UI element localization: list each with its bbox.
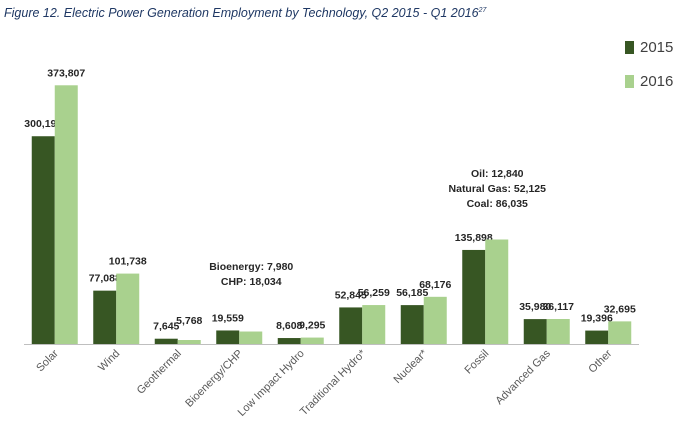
bar-2015-geothermal [154, 338, 178, 344]
category-label-bioenergy-chp: Bioenergy/CHP [183, 348, 245, 410]
category-label-nuclear: Nuclear* [392, 347, 431, 386]
bar-2015-advanced-gas [523, 319, 547, 344]
annotation-fossil-1: Oil: 12,840 [471, 168, 524, 180]
legend-swatch-2016 [625, 75, 634, 88]
bar-2015-traditional-hydro [339, 307, 363, 344]
annotation-bioenergy-chp-1: Bioenergy: 7,980 [209, 261, 293, 273]
value-label-2016-advanced-gas: 36,117 [542, 301, 574, 313]
category-label-wind: Wind [96, 348, 122, 374]
value-label-2016-nuclear: 68,176 [419, 279, 451, 291]
value-label-2015-solar: 300,192 [24, 118, 62, 130]
value-label-2016-traditional-hydro: 56,259 [358, 287, 390, 299]
annotation-fossil-2: Natural Gas: 52,125 [449, 183, 547, 195]
bar-2016-solar [54, 85, 78, 345]
category-label-traditional-hydro: Traditional Hydro* [298, 347, 369, 418]
chart-title-footnote: 27 [478, 6, 487, 14]
bar-2015-solar [31, 136, 55, 344]
value-label-2016-geothermal: 5,768 [176, 315, 202, 327]
category-label-low-impact-hydro: Low Impact Hydro [236, 348, 307, 419]
bar-2016-fossil [485, 239, 509, 344]
value-label-2015-nuclear: 56,185 [396, 287, 428, 299]
category-label-fossil: Fossil [463, 348, 492, 377]
value-label-2016-low-impact-hydro: 9,295 [299, 320, 325, 332]
value-label-2016-solar: 373,807 [47, 67, 85, 79]
category-label-advanced-gas: Advanced Gas [493, 347, 553, 407]
bar-2016-low-impact-hydro [300, 337, 324, 344]
chart-title-text: Figure 12. Electric Power Generation Emp… [4, 6, 479, 20]
value-label-2015-traditional-hydro: 52,845 [335, 289, 367, 301]
chart-title: Figure 12. Electric Power Generation Emp… [4, 6, 486, 20]
bar-2015-wind [93, 290, 117, 344]
legend-label-2015: 2015 [640, 39, 674, 56]
bar-2015-low-impact-hydro [277, 338, 301, 344]
value-label-2016-wind: 101,738 [109, 256, 147, 268]
value-label-2015-low-impact-hydro: 8,608 [276, 320, 302, 332]
bar-2016-advanced-gas [546, 319, 570, 344]
legend-swatch-2015 [625, 41, 634, 54]
bar-2016-wind [116, 273, 140, 344]
bar-2015-bioenergy-chp [216, 330, 240, 344]
bar-2015-nuclear [400, 305, 424, 344]
category-label-solar: Solar [34, 347, 61, 374]
annotation-bioenergy-chp-2: CHP: 18,034 [221, 276, 282, 288]
legend-item-2016: 2016 [625, 73, 673, 90]
value-label-2016-other: 32,695 [604, 303, 636, 315]
bar-2015-other [585, 330, 609, 344]
bar-2015-fossil [462, 249, 486, 344]
value-label-2015-geothermal: 7,645 [153, 321, 179, 333]
value-label-2015-other: 19,396 [581, 313, 613, 325]
legend-item-2015: 2015 [625, 39, 673, 56]
value-label-2015-wind: 77,088 [89, 273, 121, 285]
value-label-2015-fossil: 135,898 [455, 232, 493, 244]
bar-2016-traditional-hydro [362, 305, 386, 344]
bar-2016-nuclear [423, 296, 447, 344]
annotation-fossil-3: Coal: 86,035 [467, 198, 528, 210]
bar-2016-other [608, 321, 632, 344]
bar-2016-geothermal [177, 340, 201, 344]
category-label-other: Other [586, 347, 614, 375]
category-label-geothermal: Geothermal [135, 348, 184, 397]
legend-label-2016: 2016 [640, 73, 674, 90]
bar-2016-bioenergy-chp [239, 331, 263, 344]
value-label-2015-bioenergy-chp: 19,559 [212, 312, 244, 324]
value-label-2015-advanced-gas: 35,980 [519, 301, 551, 313]
